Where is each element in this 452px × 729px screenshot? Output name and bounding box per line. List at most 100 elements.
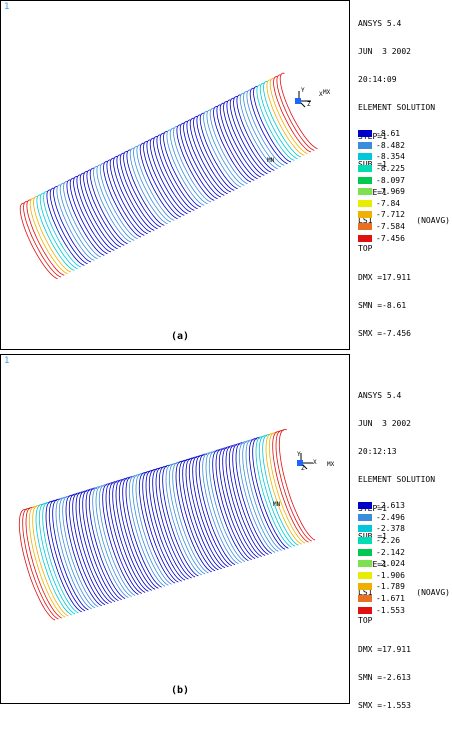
axis-y-label: Y: [301, 87, 305, 94]
mesh-element-line: [78, 490, 116, 603]
axis-x-label: X: [319, 91, 323, 98]
mesh-element-line: [53, 186, 92, 263]
solution-type: ELEMENT SOLUTION: [358, 475, 436, 485]
sub: SUB =1: [358, 531, 387, 541]
mesh-element-line: [268, 432, 306, 544]
legend-swatch: [358, 130, 372, 138]
max-marker: MX: [327, 461, 335, 468]
mesh-element-line: [59, 182, 98, 260]
mesh-element-line: [92, 486, 129, 598]
mesh-element-line: [133, 146, 172, 223]
mesh-element-line: [106, 159, 145, 236]
mesh-element-line: [262, 434, 299, 546]
mesh-element-line: [143, 141, 182, 218]
mesh-element-line: [156, 134, 195, 211]
legend-value: -2.26: [376, 536, 401, 546]
legend-entry: -8.097: [358, 174, 452, 186]
mesh-element-line: [266, 79, 305, 156]
graphics-viewport-b[interactable]: 1 X Y Z MX MN (b): [0, 354, 350, 704]
axis-y-label: Y: [297, 451, 301, 458]
mesh-element-line: [186, 119, 225, 196]
mesh-element-line: [33, 196, 72, 273]
legend-entry: -8.354: [358, 151, 452, 163]
panel-a: 1 X Y Z MX MN (a) ANSYS 5.4 JUN 3 2002 2…: [0, 0, 452, 354]
legend-entry: -8.482: [358, 140, 452, 152]
panel-b: 1 X Y Z MX MN (b) ANSYS 5.4 JUN 3 2002 2…: [0, 354, 452, 710]
mesh-element-line: [175, 460, 212, 573]
mesh-element-line: [239, 92, 278, 170]
mesh-element-line: [125, 476, 162, 588]
mesh-element-line: [112, 480, 149, 592]
legend-entry: -1.789: [358, 581, 452, 593]
time-value: TIME=1: [358, 560, 387, 570]
mesh-element-line: [169, 127, 208, 205]
window-number: 1: [4, 356, 10, 366]
legend-value: -7.584: [376, 222, 405, 232]
mesh-element-line: [95, 485, 132, 597]
legend-entry: -1.671: [358, 593, 452, 605]
legend-value: -8.225: [376, 164, 405, 174]
mesh-element-line: [236, 94, 275, 171]
mesh-element-line: [65, 494, 102, 607]
mesh-element-line: [88, 487, 126, 599]
mesh-element-line: [256, 84, 295, 161]
legend-value: -2.024: [376, 559, 405, 569]
mesh-element-line: [96, 164, 135, 241]
mesh-element-line: [138, 472, 176, 584]
mesh-element-line: [79, 172, 118, 250]
mesh-element-line: [276, 74, 315, 151]
mesh-element-line: [102, 483, 139, 595]
smn: SMN =-8.61: [358, 300, 407, 310]
mesh-element-line: [158, 465, 196, 578]
mesh-element-line: [68, 493, 106, 606]
cylinder-mesh-plot-b: [18, 428, 316, 621]
legend-entry: -7.84: [358, 198, 452, 210]
legend-swatch: [358, 560, 372, 568]
mesh-element-line: [238, 441, 276, 553]
mesh-element-line: [179, 122, 218, 200]
shell-layer: TOP: [358, 244, 373, 254]
legend-value: -7.969: [376, 187, 405, 197]
mesh-element-line: [155, 466, 192, 579]
legend-value: -7.712: [376, 210, 405, 220]
mesh-element-line: [159, 132, 198, 210]
mesh-element-line: [58, 496, 96, 609]
legend-swatch: [358, 548, 372, 556]
mesh-element-line: [222, 446, 259, 558]
mesh-element-line: [86, 169, 125, 246]
legend-value: -2.378: [376, 524, 405, 534]
shell-layer: TOP: [358, 616, 373, 626]
min-marker: MN: [273, 501, 281, 508]
mesh-element-line: [202, 452, 239, 565]
software-version: ANSYS 5.4: [358, 18, 402, 28]
mesh-element-line: [118, 478, 156, 590]
mesh-element-line: [19, 202, 58, 280]
mesh-element-line: [116, 154, 155, 231]
legend-value: -8.61: [376, 129, 401, 139]
info-panel: ANSYS 5.4 JUN 3 2002 20:14:09 ELEMENT SO…: [358, 0, 452, 357]
solution-type: ELEMENT SOLUTION: [358, 103, 436, 113]
coordinate-triad-icon: [295, 91, 311, 108]
mesh-element-line: [255, 436, 292, 548]
mesh-element-line: [219, 102, 258, 180]
mesh-element-line: [218, 447, 256, 559]
mesh-element-line: [115, 479, 152, 591]
contour-legend: -2.613 -2.496 -2.378 -2.26 -2.142 -2.024 -1.90…: [358, 500, 452, 616]
time-value: TIME=1: [358, 188, 387, 198]
mesh-element-line: [108, 481, 146, 593]
info-panel: ANSYS 5.4 JUN 3 2002 20:12:13 ELEMENT SO…: [358, 372, 452, 729]
mesh-element-line: [105, 482, 142, 594]
mesh-element-line: [23, 201, 62, 278]
averaging-mode: (NOAVG): [416, 588, 450, 598]
mesh-element-line: [233, 96, 272, 173]
mesh-element-line: [199, 112, 238, 190]
graphics-viewport-a[interactable]: 1 X Y Z MX MN (a): [0, 0, 350, 350]
mesh-element-line: [39, 192, 78, 270]
legend-entry: -7.969: [358, 186, 452, 198]
mesh-element-line: [55, 497, 92, 610]
legend-value: -2.496: [376, 512, 405, 522]
mesh-element-line: [198, 453, 236, 566]
axis-z-label: Z: [307, 101, 311, 108]
mesh-element-line: [146, 139, 185, 216]
mesh-element-line: [135, 473, 172, 585]
